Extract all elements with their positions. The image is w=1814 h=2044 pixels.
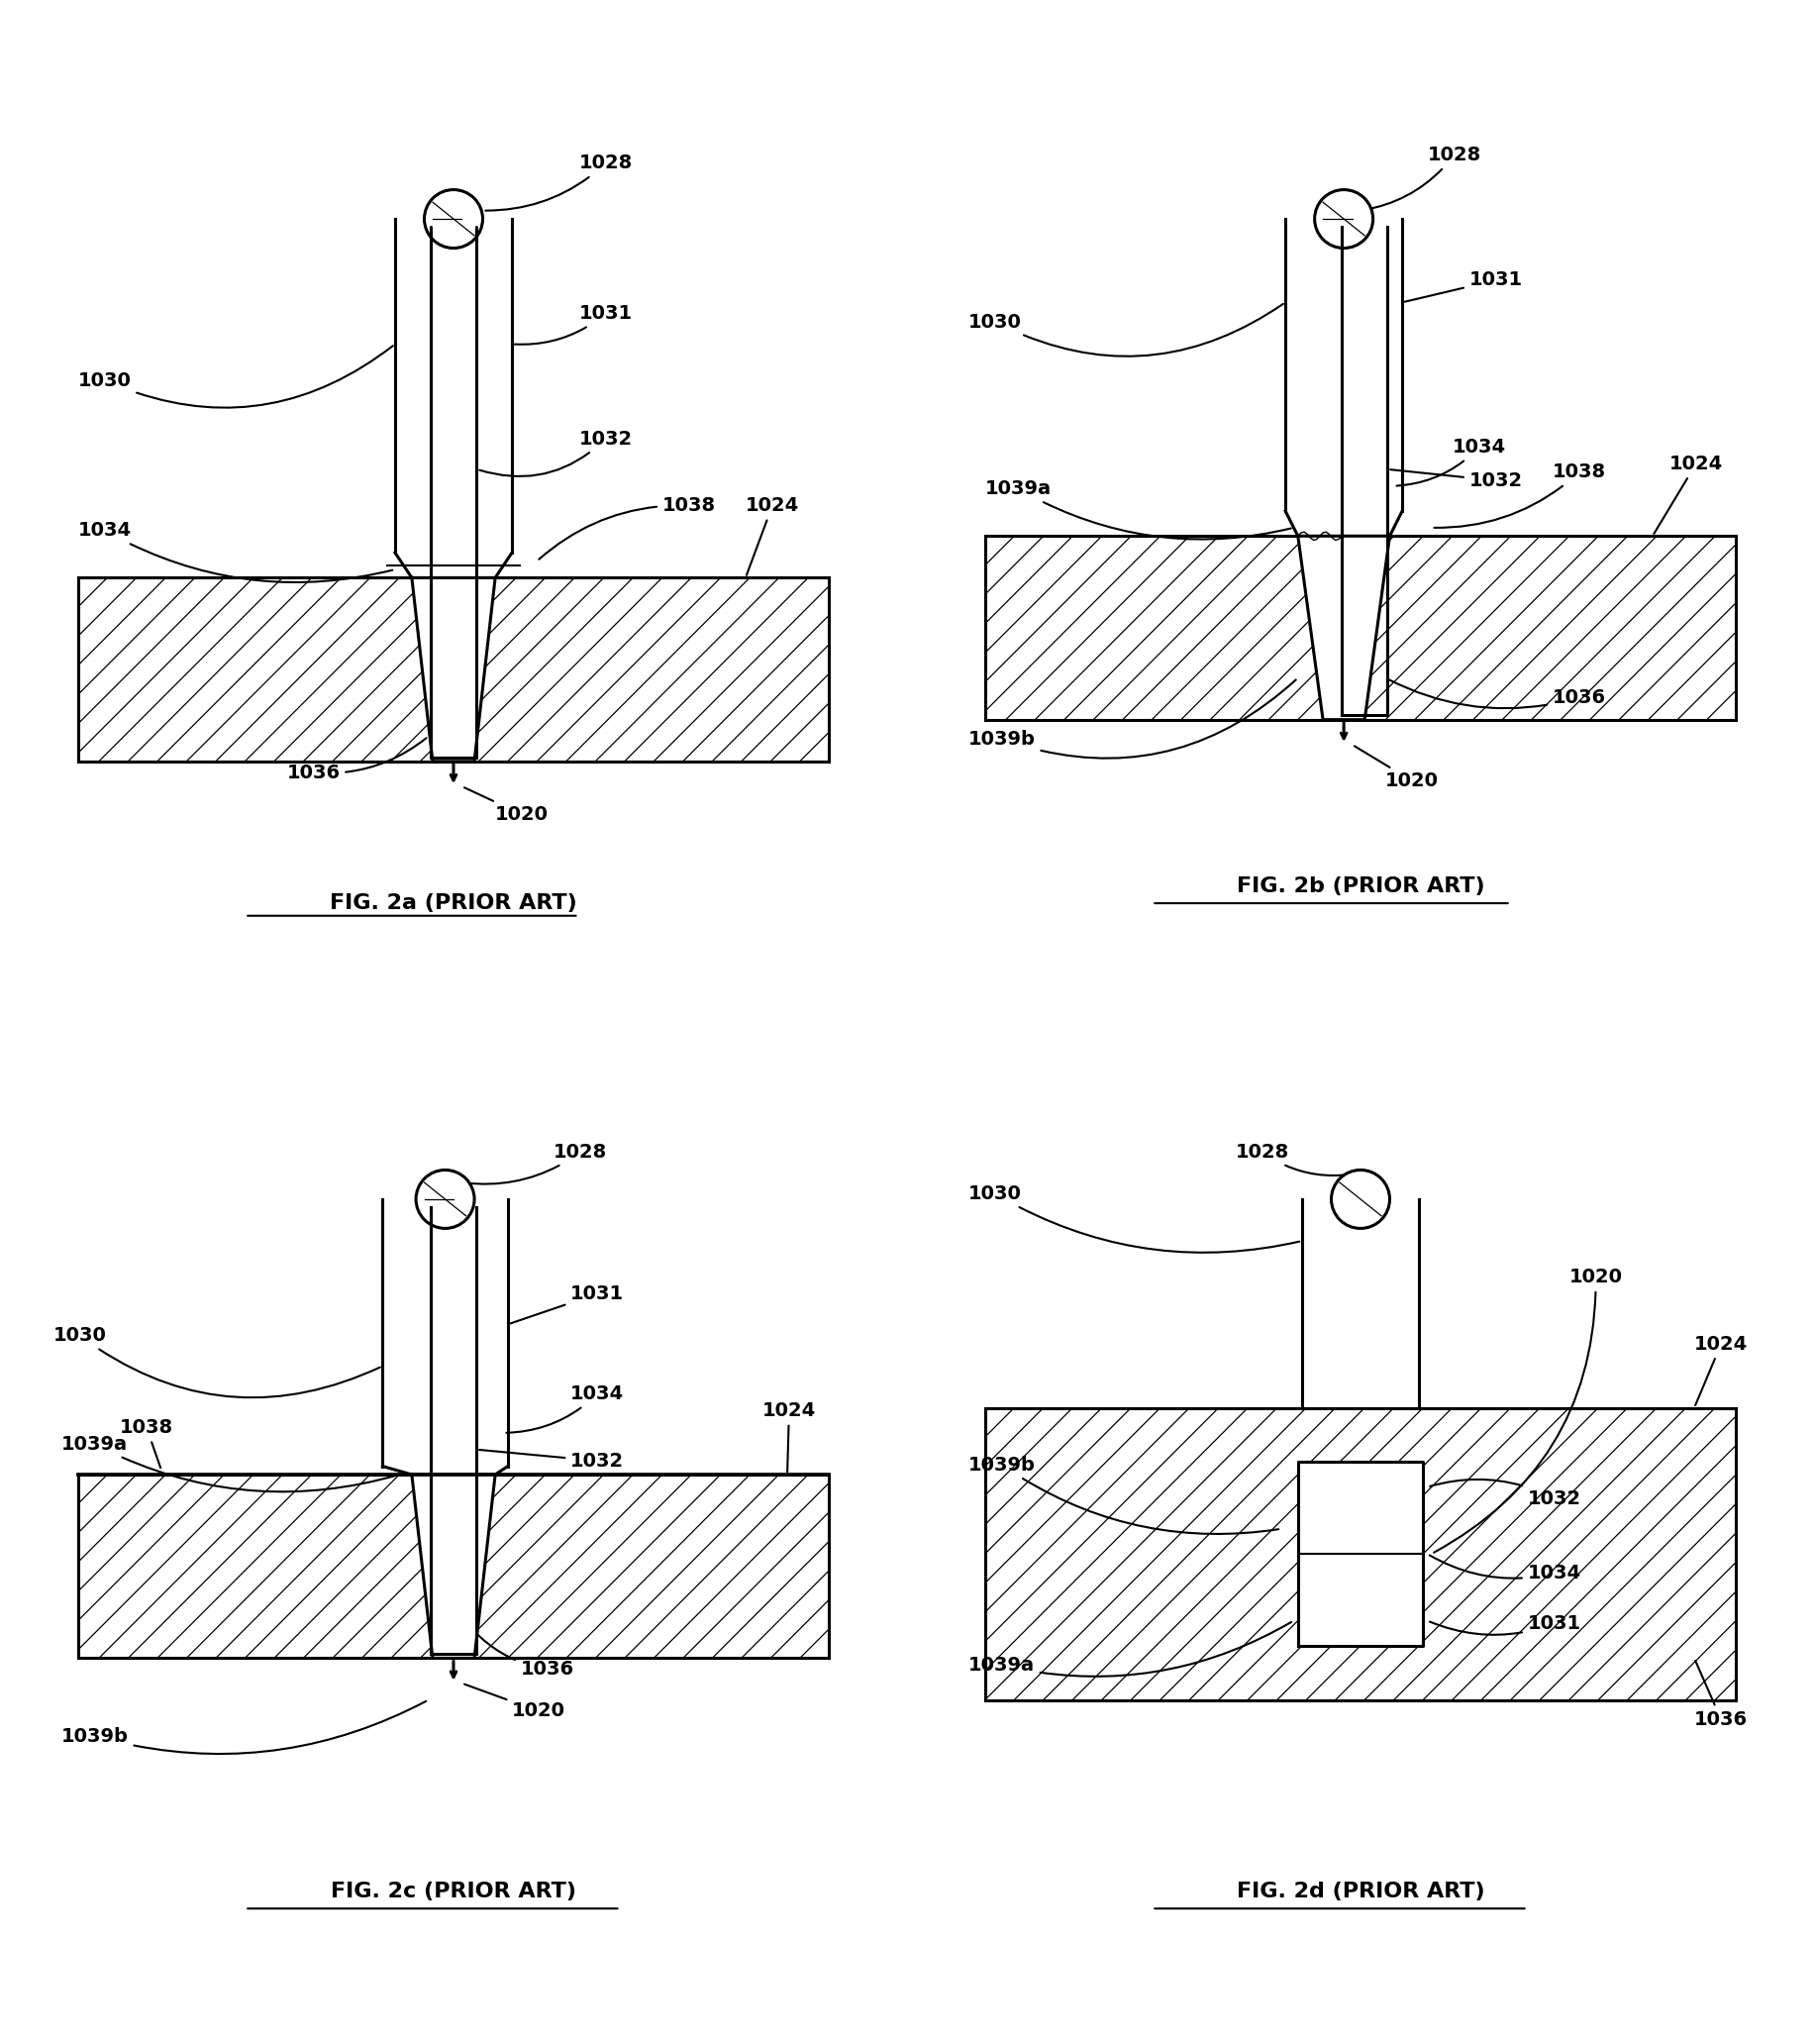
Text: 1032: 1032 xyxy=(479,1449,624,1470)
Bar xyxy=(78,578,829,760)
Text: 1036: 1036 xyxy=(464,1619,573,1678)
Text: 1034: 1034 xyxy=(78,521,392,583)
Text: FIG. 2b (PRIOR ART): FIG. 2b (PRIOR ART) xyxy=(1237,877,1484,897)
Polygon shape xyxy=(412,578,495,760)
Text: 1032: 1032 xyxy=(1390,470,1522,491)
Text: 1034: 1034 xyxy=(1397,437,1506,486)
Text: 1030: 1030 xyxy=(53,1327,381,1398)
Text: 1031: 1031 xyxy=(515,305,633,343)
Circle shape xyxy=(424,190,483,247)
Text: 1028: 1028 xyxy=(1362,145,1480,211)
Text: 1031: 1031 xyxy=(1404,270,1522,303)
Text: 1030: 1030 xyxy=(78,345,394,407)
Text: 1036: 1036 xyxy=(1388,679,1605,709)
Text: 1039b: 1039b xyxy=(969,681,1295,758)
Circle shape xyxy=(1331,1169,1390,1228)
Circle shape xyxy=(1315,190,1373,247)
Text: 1031: 1031 xyxy=(510,1284,624,1322)
Text: 1034: 1034 xyxy=(506,1384,624,1433)
Text: 1020: 1020 xyxy=(1355,746,1439,791)
Text: 1039a: 1039a xyxy=(969,1623,1292,1676)
Text: 1031: 1031 xyxy=(1429,1615,1582,1635)
Circle shape xyxy=(415,1169,475,1228)
Text: 1039b: 1039b xyxy=(62,1701,426,1754)
Text: 1028: 1028 xyxy=(486,153,633,211)
Text: 1020: 1020 xyxy=(1433,1267,1622,1553)
Text: 1028: 1028 xyxy=(1235,1143,1350,1175)
Text: 1039a: 1039a xyxy=(62,1435,397,1492)
Bar xyxy=(985,536,1736,719)
Bar xyxy=(78,1474,829,1658)
Text: 1020: 1020 xyxy=(464,787,548,824)
Text: 1034: 1034 xyxy=(1429,1555,1582,1582)
Text: 1024: 1024 xyxy=(762,1402,816,1472)
Text: 1038: 1038 xyxy=(1435,462,1605,527)
Polygon shape xyxy=(412,1474,495,1658)
Text: 1038: 1038 xyxy=(120,1419,174,1468)
Text: 1032: 1032 xyxy=(479,429,633,476)
Text: 1020: 1020 xyxy=(464,1684,566,1721)
Polygon shape xyxy=(1297,536,1390,719)
Text: 1024: 1024 xyxy=(1654,454,1723,533)
Text: 1036: 1036 xyxy=(287,738,426,783)
Text: FIG. 2a (PRIOR ART): FIG. 2a (PRIOR ART) xyxy=(330,893,577,914)
Text: 1030: 1030 xyxy=(969,1183,1299,1253)
Text: 1038: 1038 xyxy=(539,497,717,560)
Text: 1036: 1036 xyxy=(1694,1660,1749,1729)
Polygon shape xyxy=(1297,1461,1422,1645)
Text: 1024: 1024 xyxy=(1694,1335,1749,1406)
Text: FIG. 2d (PRIOR ART): FIG. 2d (PRIOR ART) xyxy=(1237,1883,1484,1901)
Bar xyxy=(985,1408,1736,1701)
Text: 1024: 1024 xyxy=(746,497,800,574)
Text: FIG. 2c (PRIOR ART): FIG. 2c (PRIOR ART) xyxy=(330,1883,577,1901)
Text: 1028: 1028 xyxy=(464,1143,608,1183)
Text: 1039a: 1039a xyxy=(985,480,1292,540)
Text: 1032: 1032 xyxy=(1429,1480,1582,1508)
Text: 1030: 1030 xyxy=(969,305,1282,356)
Text: 1039b: 1039b xyxy=(969,1455,1279,1533)
